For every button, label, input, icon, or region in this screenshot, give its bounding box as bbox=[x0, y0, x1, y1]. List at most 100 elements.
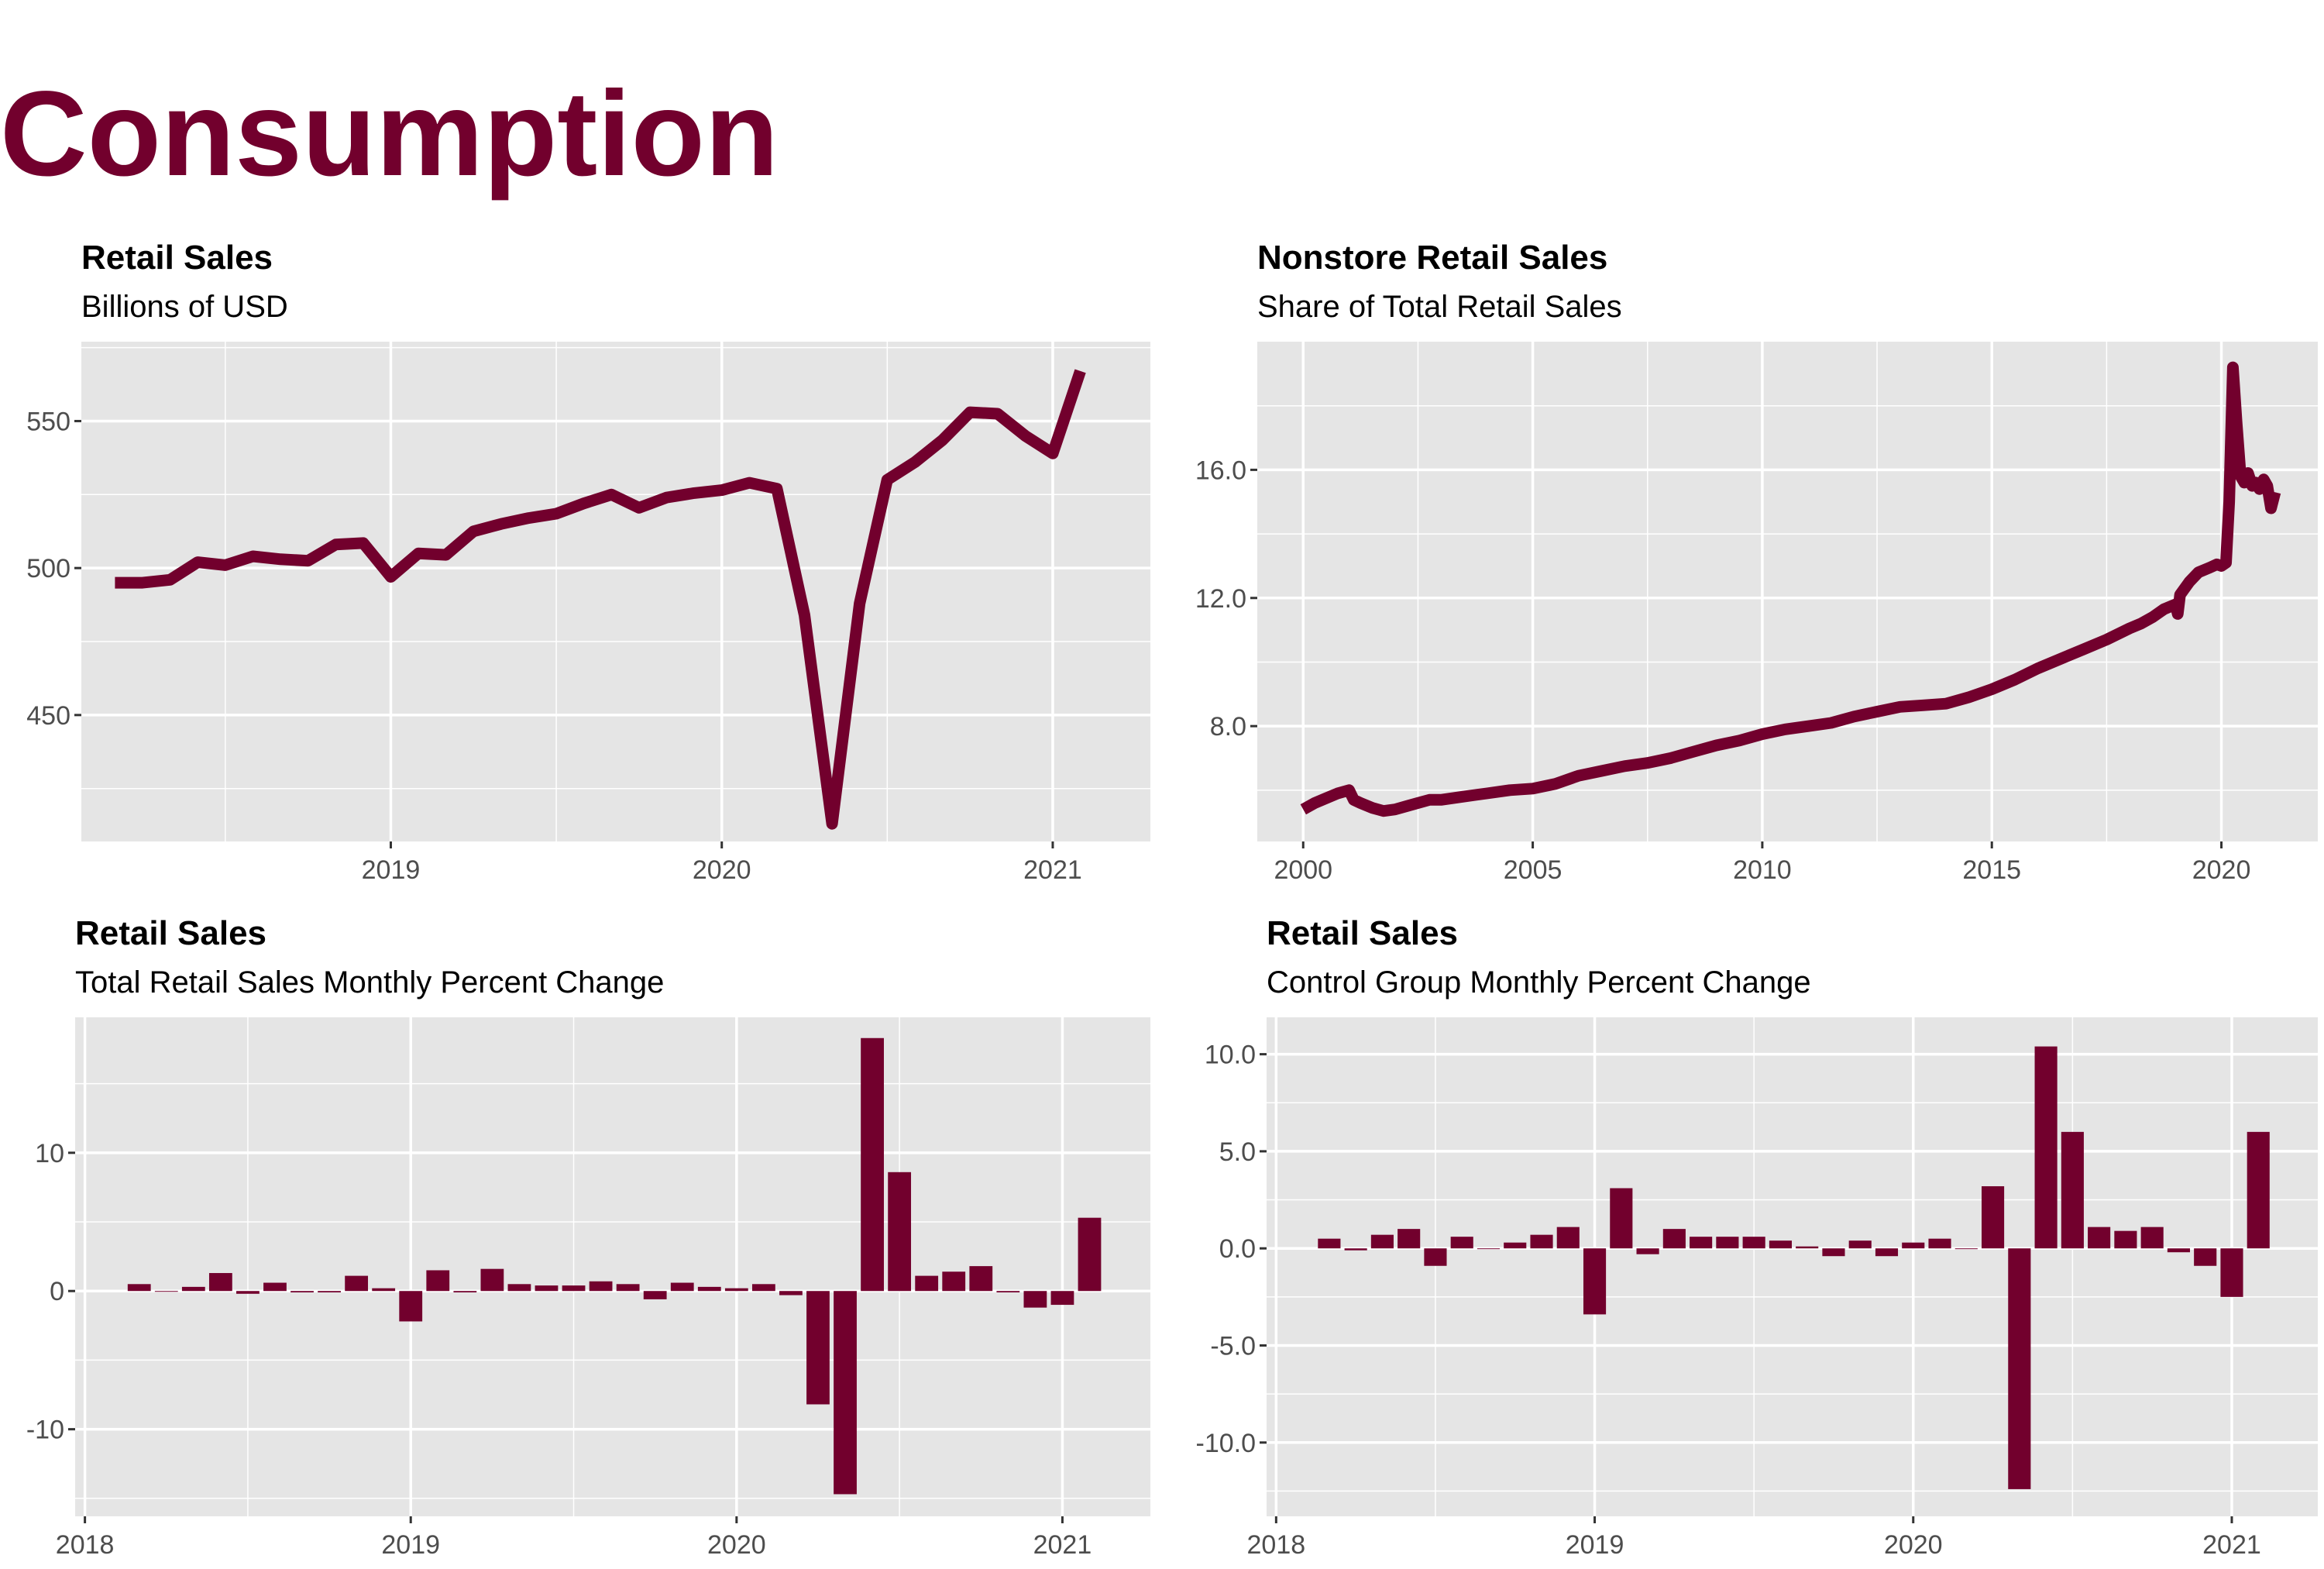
x-tick-label: 2000 bbox=[1274, 855, 1332, 885]
bar bbox=[969, 1266, 993, 1292]
bar bbox=[2140, 1227, 2164, 1249]
bar bbox=[697, 1286, 721, 1292]
x-tick-label: 2020 bbox=[1884, 1530, 1943, 1560]
y-tick-label: 16.0 bbox=[1195, 456, 1246, 485]
series-line bbox=[1300, 361, 2281, 817]
panel-subtitle: Control Group Monthly Percent Change bbox=[1267, 965, 1811, 1000]
panel-subtitle: Share of Total Retail Sales bbox=[1257, 290, 1622, 324]
bar bbox=[2034, 1046, 2058, 1249]
bar bbox=[1370, 1234, 1394, 1249]
chart-0: 2019 2020 2021 450 500 550 bbox=[26, 342, 1150, 885]
bar bbox=[2167, 1248, 2191, 1253]
bar bbox=[208, 1273, 232, 1292]
bar bbox=[834, 1291, 857, 1495]
bar bbox=[1848, 1240, 1872, 1249]
bar bbox=[453, 1291, 477, 1293]
series-line bbox=[115, 369, 1086, 830]
bar bbox=[480, 1268, 504, 1292]
x-tick-label: 2019 bbox=[1566, 1530, 1624, 1560]
bar bbox=[2114, 1230, 2137, 1249]
panel-title: Retail Sales bbox=[1267, 914, 1459, 952]
x-tick-label: 2020 bbox=[707, 1530, 766, 1560]
bar bbox=[589, 1281, 613, 1292]
bar bbox=[1928, 1238, 1951, 1249]
y-tick-label: 8.0 bbox=[1210, 712, 1246, 741]
bar bbox=[670, 1282, 694, 1292]
x-tick-label: 2005 bbox=[1504, 855, 1563, 885]
bar bbox=[154, 1291, 178, 1292]
bar bbox=[806, 1291, 830, 1405]
bar bbox=[616, 1284, 640, 1292]
bar bbox=[724, 1288, 748, 1292]
bar bbox=[915, 1275, 939, 1292]
y-tick-label: -5.0 bbox=[1210, 1331, 1256, 1361]
plot-background bbox=[1257, 342, 2318, 841]
bar bbox=[779, 1291, 803, 1295]
bar bbox=[2247, 1131, 2270, 1249]
y-tick-label: -10 bbox=[26, 1416, 64, 1445]
bar bbox=[426, 1270, 450, 1292]
panel-title: Nonstore Retail Sales bbox=[1257, 239, 1608, 277]
bar bbox=[1954, 1248, 1978, 1250]
bar bbox=[2008, 1248, 2031, 1489]
bar bbox=[127, 1284, 151, 1292]
bar bbox=[263, 1282, 287, 1292]
chart-3: 2018 2019 2020 2021 -10.0 -5.0 0.0 5.0 10.0 bbox=[1196, 1017, 2318, 1560]
x-tick-label: 2018 bbox=[56, 1530, 115, 1560]
y-tick-label: 5.0 bbox=[1219, 1137, 1256, 1167]
y-tick-label: 10 bbox=[35, 1139, 64, 1168]
bar bbox=[1556, 1227, 1580, 1249]
bar bbox=[1716, 1237, 1739, 1249]
bar bbox=[1450, 1237, 1473, 1249]
y-tick-label: 500 bbox=[26, 554, 70, 583]
x-tick-label: 2021 bbox=[2202, 1530, 2261, 1560]
bar bbox=[290, 1291, 314, 1293]
bar bbox=[318, 1291, 341, 1293]
bar bbox=[1583, 1248, 1607, 1315]
bar bbox=[1690, 1237, 1713, 1249]
bar bbox=[1504, 1242, 1527, 1249]
bar bbox=[236, 1291, 260, 1294]
y-tick-label: -10.0 bbox=[1196, 1429, 1257, 1458]
bar bbox=[1875, 1248, 1899, 1257]
panel-subtitle: Total Retail Sales Monthly Percent Chang… bbox=[75, 965, 665, 1000]
bar bbox=[1636, 1248, 1659, 1254]
x-tick-label: 2019 bbox=[381, 1530, 440, 1560]
bar bbox=[1902, 1242, 1925, 1249]
bar bbox=[1424, 1248, 1447, 1266]
plot-background bbox=[1267, 1017, 2318, 1516]
panel-title: Retail Sales bbox=[75, 914, 267, 952]
panel-subtitle: Billions of USD bbox=[81, 290, 288, 324]
x-tick-label: 2020 bbox=[693, 855, 751, 885]
bar bbox=[535, 1285, 559, 1292]
bar bbox=[1822, 1248, 1845, 1257]
bar bbox=[1530, 1234, 1553, 1249]
bar bbox=[942, 1271, 966, 1292]
bar bbox=[399, 1291, 423, 1322]
panel-title: Retail Sales bbox=[81, 239, 273, 277]
bar bbox=[372, 1288, 396, 1292]
x-tick-label: 2010 bbox=[1733, 855, 1792, 885]
bar bbox=[1742, 1237, 1765, 1249]
x-tick-label: 2021 bbox=[1023, 855, 1082, 885]
chart-1: 2000 2005 2010 2015 2020 8.0 12.0 16.0 bbox=[1195, 342, 2318, 885]
y-tick-label: 0 bbox=[50, 1277, 64, 1306]
x-tick-label: 2020 bbox=[2192, 855, 2251, 885]
bar bbox=[1078, 1217, 1102, 1292]
bar bbox=[1477, 1248, 1501, 1250]
bar bbox=[507, 1284, 531, 1292]
y-tick-label: 550 bbox=[26, 407, 70, 436]
x-tick-label: 2015 bbox=[1962, 855, 2021, 885]
bar bbox=[2194, 1248, 2217, 1266]
bar bbox=[345, 1275, 369, 1292]
bar bbox=[2088, 1227, 2111, 1249]
bar bbox=[1662, 1229, 1686, 1249]
bar bbox=[643, 1291, 667, 1299]
x-tick-label: 2019 bbox=[362, 855, 421, 885]
bar bbox=[1769, 1240, 1792, 1249]
bar bbox=[996, 1291, 1020, 1293]
chart-2: 2018 2019 2020 2021 -10 0 10 bbox=[26, 1017, 1150, 1560]
y-tick-label: 0.0 bbox=[1219, 1234, 1256, 1264]
bar bbox=[1050, 1291, 1074, 1306]
